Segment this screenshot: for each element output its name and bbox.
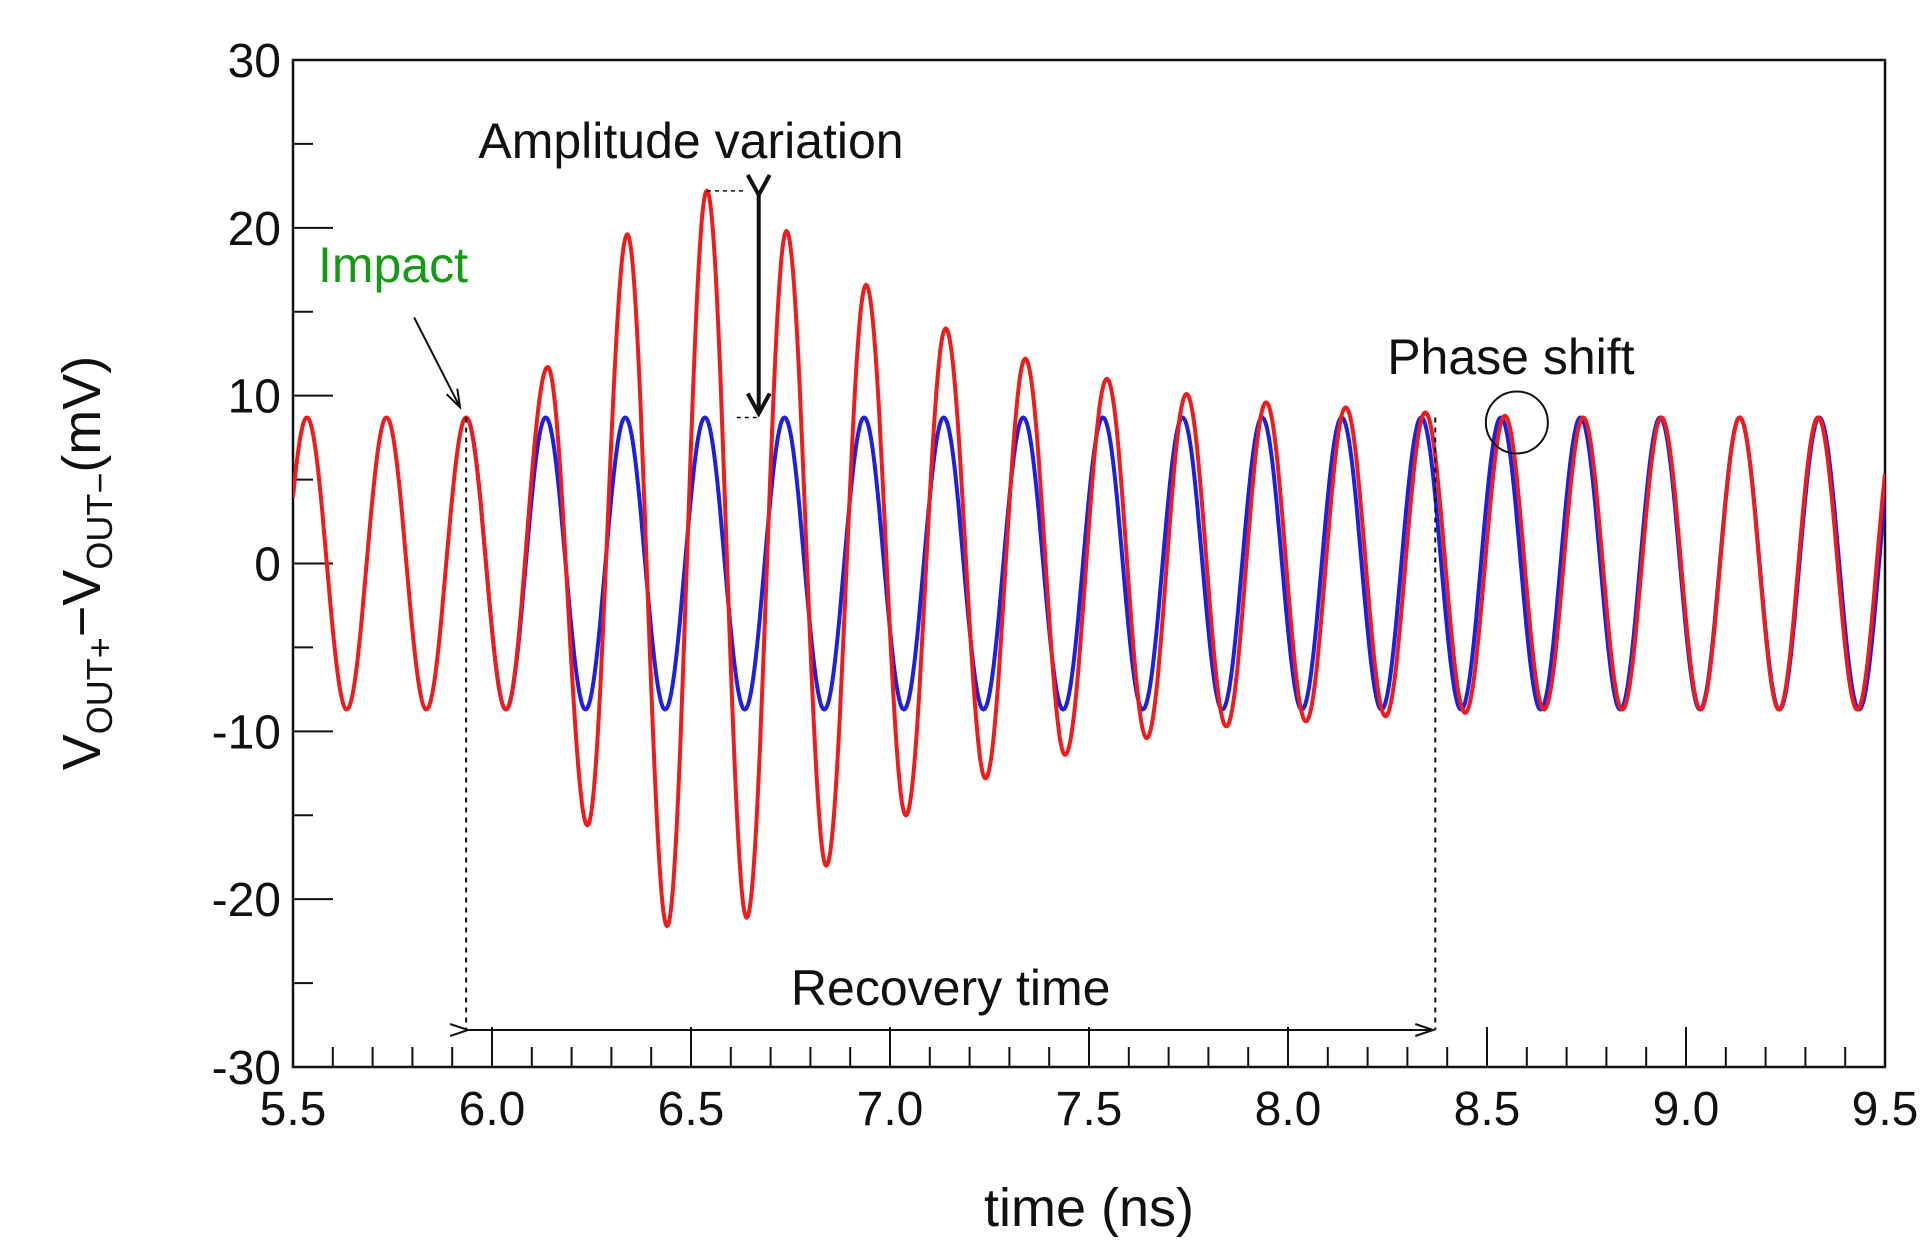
y-tick-label: -30 <box>212 1042 281 1095</box>
y-tick-label: -20 <box>212 874 281 927</box>
y-tick-label: 20 <box>228 203 281 256</box>
phase-shift-label: Phase shift <box>1387 329 1634 385</box>
phase-shift-circle <box>1484 390 1549 455</box>
recovery-time-label: Recovery time <box>791 960 1111 1016</box>
x-tick-label: 6.0 <box>459 1083 526 1136</box>
y-axis-title-sub1: OUT+ <box>79 637 120 734</box>
annotations: Recovery time Amplitude variation Impact… <box>318 113 1635 1030</box>
series-perturbed-line <box>293 188 1885 929</box>
x-tick-label: 8.0 <box>1255 1083 1322 1136</box>
y-tick-label: -10 <box>212 706 281 759</box>
impact-label: Impact <box>318 237 468 293</box>
y-tick-label: 10 <box>228 371 281 424</box>
y-axis-title-dash: − <box>52 606 112 638</box>
x-tick-label: 9.5 <box>1852 1083 1919 1136</box>
x-axis-tick-labels: 5.5 6.0 6.5 7.0 7.5 8.0 8.5 9.0 9.5 <box>260 1083 1919 1136</box>
y-tick-label: 0 <box>254 539 281 592</box>
y-axis-title: VOUT+−VOUT−(mV) <box>52 356 120 771</box>
x-axis-title: time (ns) <box>984 1178 1194 1238</box>
x-tick-label: 8.5 <box>1454 1083 1521 1136</box>
x-tick-label: 7.0 <box>857 1083 924 1136</box>
x-tick-label: 7.5 <box>1056 1083 1123 1136</box>
y-axis-title-v2: V <box>52 570 112 606</box>
x-axis-ticks <box>292 1027 1886 1067</box>
impact-arrow <box>413 317 460 407</box>
y-axis-title-unit: (mV) <box>52 356 112 473</box>
y-axis-title-sub2: OUT− <box>79 473 120 570</box>
x-tick-label: 9.0 <box>1653 1083 1720 1136</box>
plot-frame <box>291 58 1887 1069</box>
amplitude-variation-label: Amplitude variation <box>478 113 903 169</box>
svg-text:VOUT+−VOUT−(mV): VOUT+−VOUT−(mV) <box>52 356 120 771</box>
y-axis-ticks <box>293 59 333 1068</box>
y-axis-title-v1: V <box>52 734 112 770</box>
y-tick-label: 30 <box>228 35 281 88</box>
x-tick-label: 5.5 <box>260 1083 327 1136</box>
y-axis-tick-labels: 30 20 10 0 -10 -20 -30 <box>212 35 281 1095</box>
x-tick-label: 6.5 <box>658 1083 725 1136</box>
